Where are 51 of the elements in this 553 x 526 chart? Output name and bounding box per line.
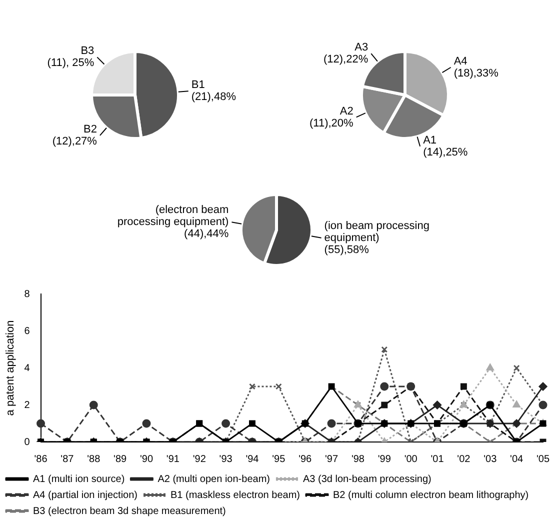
y-tick-label: 2 [24, 400, 30, 411]
x-tick-label: '01 [430, 454, 444, 465]
y-tick-label: 4 [24, 362, 30, 374]
x-tick-label: '87 [60, 454, 74, 465]
data-label: (11),20% [310, 117, 354, 130]
x-tick-label: '93 [219, 454, 233, 465]
slice-label: A2 [340, 105, 354, 118]
slice-label: (ion beam processing equipment) [324, 220, 430, 244]
data-label: (44),44% [184, 228, 229, 240]
y-tick-label: 8 [24, 288, 30, 300]
legend-label: A3 (3d lon-beam processing) [302, 474, 432, 485]
x-tick-label: '91 [166, 454, 180, 465]
x-tick-label: '96 [298, 454, 312, 465]
data-label: (18),33% [454, 67, 499, 80]
x-tick-label: '99 [378, 454, 392, 465]
slice-label: (electron beam processing equipment) [117, 204, 229, 228]
x-tick-label: '05 [536, 454, 550, 465]
legend-label: A4 (partial ion injection) [33, 490, 138, 501]
x-tick-label: '98 [351, 454, 365, 465]
data-label: (11), 25% [47, 57, 94, 70]
data-label: (12),22% [323, 54, 368, 66]
legend-label: A2 (multi open ion-beam) [158, 474, 270, 485]
x-tick-label: '88 [87, 454, 101, 465]
legend-label: A1 (multi ion source) [33, 474, 125, 485]
x-tick-label: '94 [246, 454, 260, 465]
x-tick-label: '92 [192, 454, 206, 465]
legend-label: B2 (multi column electron beam lithography) [332, 490, 529, 501]
y-axis-title: a patent application [4, 320, 17, 416]
x-tick-label: '00 [404, 454, 418, 465]
x-tick-label: '89 [114, 454, 128, 465]
legend-label: B3 (electron beam 3d shape measurement) [33, 506, 226, 517]
x-tick-label: '04 [510, 454, 524, 465]
x-tick-label: '90 [140, 454, 154, 465]
slice-label: A3 [354, 42, 368, 54]
data-label: (12),27% [52, 135, 98, 148]
slice-label: A4 [454, 55, 468, 68]
data-label: (14),25% [423, 146, 468, 158]
x-tick-label: '97 [325, 454, 338, 465]
slice-label: A1 [423, 134, 437, 146]
x-tick-label: '86 [34, 454, 48, 465]
y-tick-label: 6 [24, 326, 30, 337]
legend-label: B1 (maskless electron beam) [170, 490, 300, 501]
x-tick-label: '95 [272, 454, 286, 465]
data-label: (21),48% [191, 91, 236, 104]
slice-label: B2 [83, 123, 97, 136]
data-label: (55),58% [324, 244, 370, 256]
slice-label: B3 [80, 45, 94, 58]
x-tick-label: '03 [484, 454, 498, 465]
slice-label: B1 [191, 79, 205, 92]
x-tick-label: '02 [457, 454, 471, 465]
y-tick-label: 0 [24, 436, 30, 448]
